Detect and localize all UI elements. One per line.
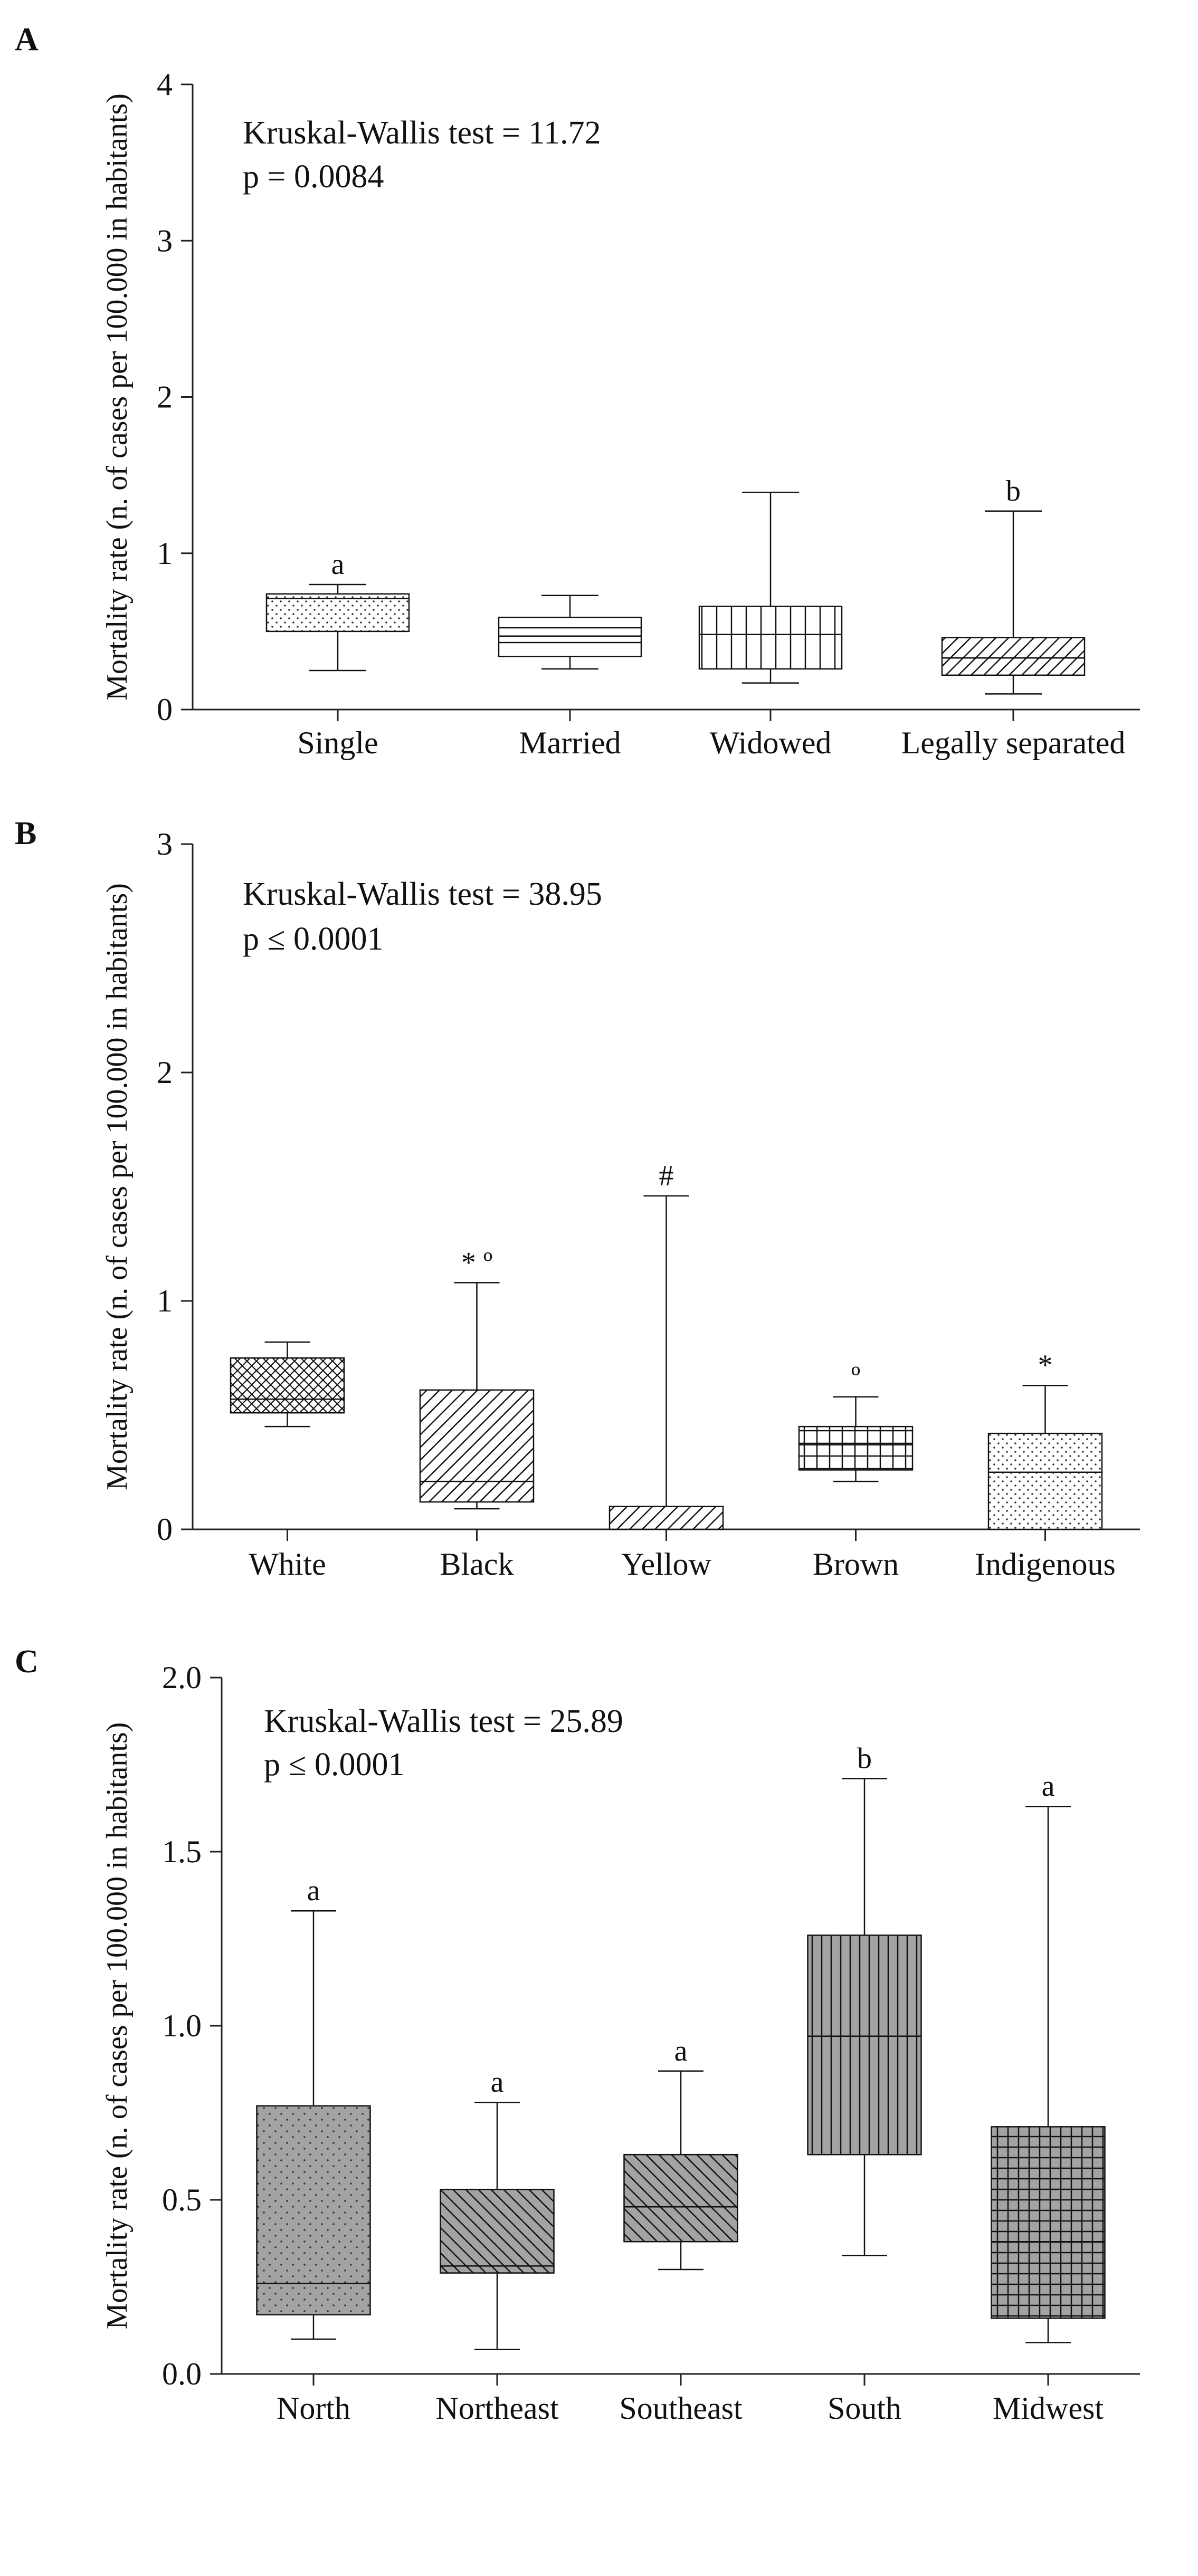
y-tick-label: 2.0	[162, 1660, 202, 1695]
significance-label: a	[331, 548, 345, 581]
significance-label: b	[1006, 475, 1021, 507]
category-label: Northeast	[435, 2391, 559, 2426]
panel-label: C	[15, 1644, 39, 1680]
y-tick-label: 2	[157, 1055, 173, 1090]
box-widowed	[698, 491, 843, 684]
category-label: Single	[297, 725, 378, 760]
box-yellow: #	[608, 1160, 724, 1530]
stat-annotation: Kruskal-Wallis test = 11.72	[243, 115, 601, 151]
significance-label: a	[491, 2066, 504, 2099]
panel-c: C 0.0 0.5 1.0 1.5 2.0 Mortality rate (n. of ca…	[0, 1635, 1198, 2576]
stat-annotation: Kruskal-Wallis test = 38.95	[243, 876, 602, 912]
y-tick-label: 0	[157, 692, 173, 727]
category-label: Yellow	[621, 1547, 711, 1582]
box-iqr	[265, 593, 410, 633]
y-tick-label: 0.0	[162, 2357, 202, 2391]
box-iqr	[498, 616, 642, 657]
category-label: Midwest	[993, 2391, 1104, 2426]
box-iqr	[623, 2153, 738, 2243]
box-brown: º	[798, 1361, 914, 1482]
box-north: a	[256, 1874, 371, 2340]
y-axis-label: Mortality rate (n. of cases per 100.000 …	[101, 93, 134, 701]
y-tick-label: 3	[157, 827, 173, 861]
significance-label: * º	[461, 1246, 492, 1279]
category-label: Married	[519, 725, 621, 760]
box-iqr	[941, 637, 1086, 676]
category-label: Brown	[813, 1547, 899, 1582]
y-axis-label: Mortality rate (n. of cases per 100.000 …	[101, 1722, 134, 2330]
significance-label: º	[851, 1361, 860, 1393]
box-iqr	[987, 1432, 1103, 1530]
category-label: Southeast	[619, 2391, 743, 2426]
y-tick-label: 1	[157, 1284, 173, 1318]
chart-panel-a: A 0 1 2 3 4 Mortality rate (n. of cases per 10…	[15, 22, 1140, 760]
y-tick-label: 2	[157, 380, 173, 415]
y-axis-label: Mortality rate (n. of cases per 100.000 …	[101, 883, 134, 1490]
y-tick-label: 0.5	[162, 2182, 202, 2217]
box-iqr	[440, 2188, 555, 2274]
significance-label: #	[659, 1160, 674, 1192]
category-label: North	[277, 2391, 350, 2426]
stat-annotation: p ≤ 0.0001	[243, 921, 384, 957]
significance-label: *	[1038, 1349, 1053, 1382]
category-label: White	[249, 1547, 326, 1582]
category-label: Black	[440, 1547, 514, 1582]
chart-panel-b: B 0 1 2 3 Mortality rate (n. of cases per 100…	[15, 816, 1140, 1582]
box-iqr	[698, 606, 843, 670]
category-label: Indigenous	[975, 1547, 1116, 1582]
box-iqr	[256, 2105, 371, 2316]
y-tick-label: 1	[157, 536, 173, 571]
box-indigenous: *	[987, 1349, 1103, 1530]
significance-label: a	[307, 1874, 320, 1907]
box-iqr	[419, 1389, 535, 1503]
category-label: Legally separated	[901, 725, 1126, 760]
stat-annotation: Kruskal-Wallis test = 25.89	[264, 1703, 623, 1739]
box-iqr	[991, 2126, 1106, 2319]
y-tick-label: 4	[157, 67, 173, 102]
box-married	[498, 595, 642, 670]
category-label: Widowed	[710, 725, 832, 760]
box-iqr	[807, 1935, 922, 2156]
significance-label: b	[857, 1742, 872, 1775]
box-black: * º	[419, 1246, 535, 1510]
stat-annotation: p ≤ 0.0001	[264, 1747, 405, 1783]
box-iqr	[798, 1425, 914, 1471]
significance-label: a	[674, 2035, 688, 2067]
stat-annotation: p = 0.0084	[243, 159, 384, 195]
panel-b: B 0 1 2 3 Mortality rate (n. of cases per 100…	[0, 791, 1198, 1614]
y-tick-label: 1.0	[162, 2008, 202, 2043]
box-southeast: a	[623, 2035, 738, 2271]
y-tick-label: 0	[157, 1512, 173, 1547]
panel-label: A	[15, 22, 39, 58]
significance-label: a	[1042, 1770, 1055, 1803]
category-label: South	[828, 2391, 901, 2426]
y-tick-label: 1.5	[162, 1834, 202, 1869]
box-legally-separated: b	[941, 475, 1086, 695]
box-iqr	[608, 1506, 724, 1530]
box-northeast: a	[440, 2066, 555, 2351]
box-single: a	[265, 548, 410, 672]
box-iqr	[230, 1357, 345, 1414]
y-tick-label: 3	[157, 223, 173, 258]
panel-a: A 0 1 2 3 4 Mortality rate (n. of cases per 10…	[0, 0, 1198, 786]
box-midwest: a	[991, 1770, 1106, 2343]
box-white	[230, 1341, 345, 1428]
chart-panel-c: C 0.0 0.5 1.0 1.5 2.0 Mortality rate (n. of ca…	[15, 1644, 1140, 2426]
panel-label: B	[15, 816, 36, 851]
box-south: b	[807, 1742, 922, 2256]
